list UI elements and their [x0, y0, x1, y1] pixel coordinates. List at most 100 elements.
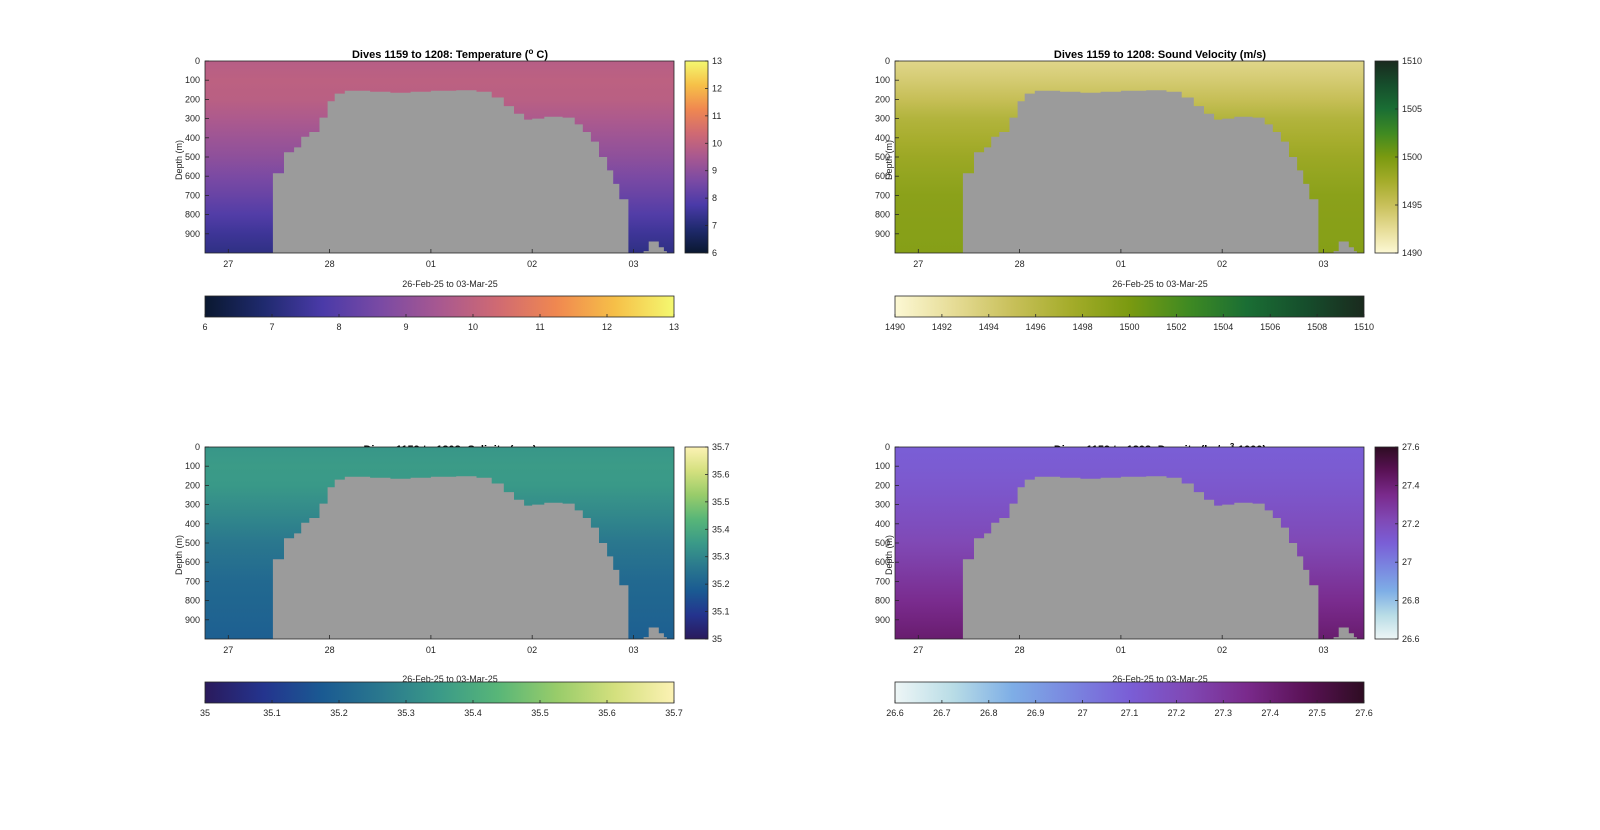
y-tick-label: 900: [185, 229, 200, 239]
colorbar-tick-label: 1496: [1026, 322, 1046, 332]
x-tick-label: 02: [1217, 645, 1227, 655]
x-tick-label: 27: [223, 259, 233, 269]
y-tick-label: 100: [875, 75, 890, 85]
y-tick-label: 0: [885, 442, 890, 452]
colorbar-tick-label: 1495: [1402, 200, 1422, 210]
seafloor-mask-deep: [1328, 627, 1357, 639]
chart-title: Dives 1159 to 1208: Temperature (o C): [352, 47, 548, 62]
x-axis-label: 26-Feb-25 to 03-Mar-25: [1112, 279, 1208, 289]
colorbar-bottom: 26.6 26.7 26.8 26.9 27 27.1 27.2 27.3 27.4 27.5 27…: [886, 681, 1373, 718]
y-tick-label: 700: [875, 190, 890, 200]
y-tick-label: 600: [875, 171, 890, 181]
y-tick-label: 900: [875, 615, 890, 625]
x-tick-label: 28: [325, 645, 335, 655]
colorbar-tick-label: 27.5: [1308, 708, 1326, 718]
colorbar-right: 6 7 8 9 10 11 12 13: [684, 56, 722, 258]
x-tick-label: 01: [1116, 645, 1126, 655]
y-tick-label: 900: [185, 615, 200, 625]
x-tick-label: 01: [1116, 259, 1126, 269]
axis-ticks: 27 28 01 02 03 0 100 200 300 400 500 600 700 800 900: [875, 56, 1329, 269]
x-tick-label: 01: [426, 259, 436, 269]
colorbar-right-scale: [1374, 60, 1399, 254]
colorbar-tick-label: 27.2: [1402, 519, 1420, 529]
colorbar-tick-label: 1504: [1213, 322, 1233, 332]
heatmap-plot: [204, 446, 675, 640]
colorbar-tick-label: 27.4: [1402, 480, 1420, 490]
colorbar-tick-label: 35: [200, 708, 210, 718]
x-tick-label: 03: [628, 259, 638, 269]
colorbar-tick-label: 8: [336, 322, 341, 332]
seafloor-mask-deep: [1328, 241, 1357, 253]
colorbar-tick-label: 35.1: [712, 607, 730, 617]
colorbar-bottom-scale: [894, 295, 1365, 318]
colorbar-tick-label: 35.1: [263, 708, 281, 718]
y-tick-label: 100: [185, 75, 200, 85]
y-tick-label: 200: [875, 94, 890, 104]
colorbar-tick-label: 35.5: [531, 708, 549, 718]
heatmap-plot: [894, 60, 1365, 254]
colorbar-right-scale: [684, 446, 709, 640]
colorbar-tick-label: 1510: [1354, 322, 1374, 332]
y-tick-label: 200: [875, 480, 890, 490]
colorbar-tick-label: 1490: [1402, 248, 1422, 258]
colorbar-tick-label: 1494: [979, 322, 999, 332]
x-tick-label: 02: [527, 645, 537, 655]
x-tick-label: 03: [1318, 645, 1328, 655]
axis-ticks: 27 28 01 02 03 0 100 200 300 400 500 600 700 800 900: [185, 442, 639, 655]
colorbar-tick-label: 35.3: [712, 552, 730, 562]
x-tick-label: 27: [223, 645, 233, 655]
y-tick-label: 400: [875, 519, 890, 529]
y-tick-label: 400: [185, 519, 200, 529]
colorbar-tick-label: 35.4: [464, 708, 482, 718]
y-tick-label: 600: [185, 557, 200, 567]
colorbar-tick-label: 27: [1402, 557, 1412, 567]
y-tick-label: 400: [875, 133, 890, 143]
colorbar-tick-label: 35.7: [712, 442, 730, 452]
seafloor-mask-deep: [638, 241, 667, 253]
colorbar-tick-label: 27.4: [1261, 708, 1279, 718]
y-tick-label: 500: [875, 152, 890, 162]
colorbar-bottom-scale: [894, 681, 1365, 704]
colorbar-tick-label: 26.9: [1027, 708, 1045, 718]
y-tick-label: 400: [185, 133, 200, 143]
colorbar-tick-label: 9: [403, 322, 408, 332]
colorbar-tick-label: 26.6: [886, 708, 904, 718]
y-axis-label: Depth (m): [884, 140, 894, 180]
colorbar-tick-label: 35.6: [712, 469, 730, 479]
colorbar-tick-label: 13: [712, 56, 722, 66]
y-tick-label: 700: [185, 576, 200, 586]
panel-sound-velocity: Dives 1159 to 1208: Sound Velocity (m/s)…: [875, 49, 1422, 332]
seafloor-mask-deep: [638, 627, 667, 639]
colorbar-bottom-scale: [204, 681, 675, 704]
colorbar-tick-label: 13: [669, 322, 679, 332]
y-tick-label: 0: [195, 442, 200, 452]
colorbar-tick-label: 27.3: [1215, 708, 1233, 718]
colorbar-tick-label: 1492: [932, 322, 952, 332]
y-tick-label: 300: [185, 114, 200, 124]
y-tick-label: 600: [875, 557, 890, 567]
x-tick-label: 02: [1217, 259, 1227, 269]
heatmap-plot: [894, 446, 1365, 640]
colorbar-tick-label: 1498: [1073, 322, 1093, 332]
colorbar-tick-label: 27.6: [1402, 442, 1420, 452]
colorbar-tick-label: 26.8: [1402, 596, 1420, 606]
x-tick-label: 27: [913, 259, 923, 269]
axis-ticks: 27 28 01 02 03 0 100 200 300 400 500 600 700 800 900: [185, 56, 639, 269]
y-tick-label: 100: [875, 461, 890, 471]
axis-ticks: 27 28 01 02 03 0 100 200 300 400 500 600 700 800 900: [875, 442, 1329, 655]
colorbar-bottom: 35 35.1 35.2 35.3 35.4 35.5 35.6 35.7: [200, 681, 683, 718]
colorbar-tick-label: 1505: [1402, 104, 1422, 114]
panel-density: Dives 1159 to 1208: Density (kg/m3-1000)…: [875, 442, 1420, 719]
y-tick-label: 800: [875, 210, 890, 220]
heatmap-plot: [204, 60, 675, 254]
colorbar-tick-label: 12: [712, 83, 722, 93]
chart-title: Dives 1159 to 1208: Sound Velocity (m/s): [1054, 49, 1266, 61]
y-tick-label: 200: [185, 480, 200, 490]
colorbar-tick-label: 10: [468, 322, 478, 332]
colorbar-right: 1490 1495 1500 1505 1510: [1374, 56, 1422, 258]
colorbar-tick-label: 11: [712, 111, 721, 121]
colorbar-tick-label: 35.6: [598, 708, 616, 718]
colorbar-tick-label: 7: [712, 221, 717, 231]
seafloor-mask: [205, 476, 674, 639]
